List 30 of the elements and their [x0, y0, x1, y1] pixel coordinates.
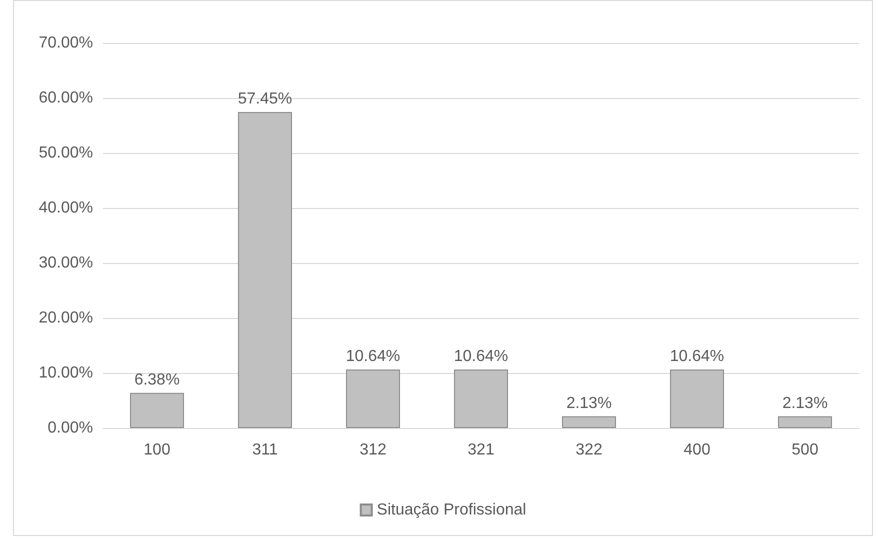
x-tick-label: 311: [252, 442, 278, 458]
y-tick-label: 0.00%: [48, 420, 93, 436]
data-label: 6.38%: [134, 371, 180, 388]
y-tick-label: 10.00%: [38, 364, 93, 382]
data-label: 10.64%: [670, 348, 724, 365]
data-label: 10.64%: [346, 348, 400, 365]
data-label: 2.13%: [782, 394, 828, 412]
x-tick-label: 322: [576, 442, 602, 458]
y-tick-label: 40.00%: [38, 200, 93, 216]
x-tick-label: 500: [792, 442, 818, 458]
x-tick-label: 400: [684, 442, 710, 458]
legend-label: Situação Profissional: [376, 502, 526, 518]
bar: [346, 369, 400, 428]
x-tick-label: 100: [144, 442, 170, 458]
bar: [238, 112, 292, 428]
y-tick-label: 50.00%: [38, 144, 93, 162]
bar: [130, 392, 184, 428]
y-tick-label: 30.00%: [38, 254, 93, 272]
bar: [562, 416, 616, 428]
y-tick-label: 60.00%: [38, 90, 93, 106]
data-label: 2.13%: [566, 394, 612, 412]
bar: [670, 369, 724, 428]
data-label: 10.64%: [454, 348, 508, 365]
y-tick-label: 20.00%: [38, 310, 93, 326]
x-tick-label: 312: [360, 442, 386, 458]
y-tick-label: 70.00%: [38, 34, 93, 52]
bar: [454, 369, 508, 428]
data-label: 57.45%: [238, 90, 292, 108]
bar: [778, 416, 832, 428]
x-tick-label: 321: [468, 442, 494, 458]
